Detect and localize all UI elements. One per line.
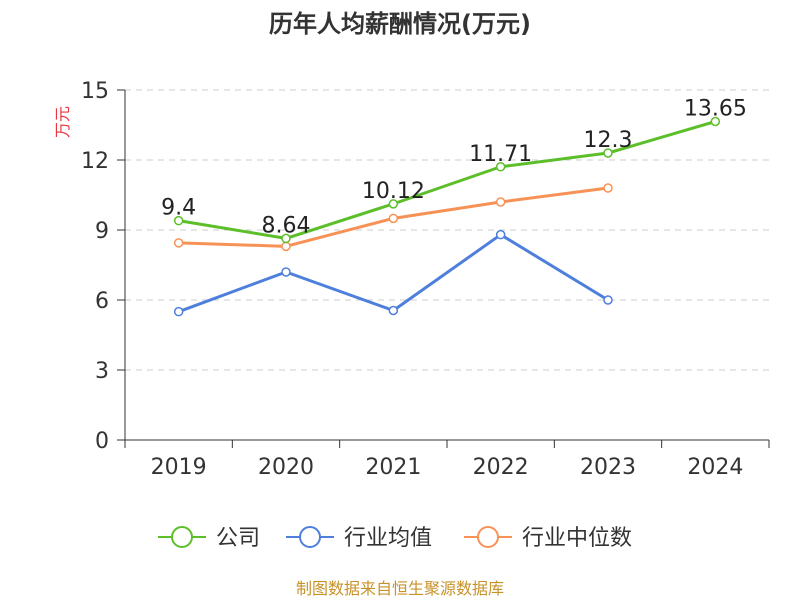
data-label: 8.64 [262, 213, 311, 238]
data-point [281, 267, 291, 277]
legend-marker-icon [477, 526, 499, 548]
data-point [388, 305, 399, 316]
y-tick-label: 15 [81, 79, 109, 104]
data-point [495, 197, 506, 207]
legend-item[interactable]: 公司 [158, 526, 260, 551]
series-行业中位数 [173, 183, 613, 252]
series-行业均值 [173, 229, 613, 317]
data-label: 13.65 [684, 97, 747, 122]
x-tick-label: 2019 [151, 455, 207, 480]
gridlines [125, 89, 769, 371]
data-point [603, 148, 613, 158]
data-point [173, 306, 184, 317]
data-point [388, 199, 399, 209]
y-tick-label: 12 [81, 149, 109, 174]
data-label: 9.4 [161, 196, 196, 221]
data-point [495, 229, 506, 240]
data-point [173, 215, 184, 226]
legend-label: 公司 [216, 526, 260, 551]
data-label: 10.12 [362, 179, 425, 204]
x-tick-label: 2024 [687, 455, 743, 480]
data-point [710, 116, 721, 127]
data-labels: 9.4 8.64 10.12 11.71 12.3 13.65 [161, 97, 747, 239]
data-point [495, 162, 506, 172]
legend: 公司 行业均值 行业中位数 [158, 526, 632, 551]
data-label: 12.3 [584, 128, 633, 153]
data-point [281, 233, 291, 244]
legend-item[interactable]: 行业中位数 [464, 526, 632, 551]
data-point [603, 183, 613, 193]
legend-marker-icon [299, 526, 321, 548]
y-axis-label: 万元 [53, 106, 72, 138]
chart-title: 历年人均薪酬情况(万元) [269, 10, 531, 38]
y-tick-label: 9 [95, 219, 109, 244]
x-tick-label: 2023 [580, 455, 636, 480]
source-note: 制图数据来自恒生聚源数据库 [296, 579, 504, 598]
data-label: 11.71 [469, 142, 532, 167]
y-tick-label: 0 [95, 429, 109, 454]
x-tick-label: 2021 [365, 455, 421, 480]
data-point [173, 238, 184, 248]
data-point [388, 213, 399, 224]
y-tick-label: 3 [95, 359, 109, 384]
y-tick-label: 6 [95, 289, 109, 314]
series-lines [173, 116, 721, 317]
x-tick-label: 2022 [473, 455, 529, 480]
legend-label: 行业中位数 [522, 526, 632, 551]
legend-label: 行业均值 [344, 526, 432, 551]
x-tick-label: 2020 [258, 455, 314, 480]
data-point [281, 241, 291, 252]
legend-marker-icon [171, 526, 193, 548]
data-point [603, 295, 613, 305]
series-line [178, 120, 716, 240]
legend-item[interactable]: 行业均值 [286, 526, 432, 551]
axes: 0 3 6 9 12 15 2019 2020 2021 2022 2023 2024 [81, 79, 770, 480]
series-公司 [173, 116, 721, 244]
